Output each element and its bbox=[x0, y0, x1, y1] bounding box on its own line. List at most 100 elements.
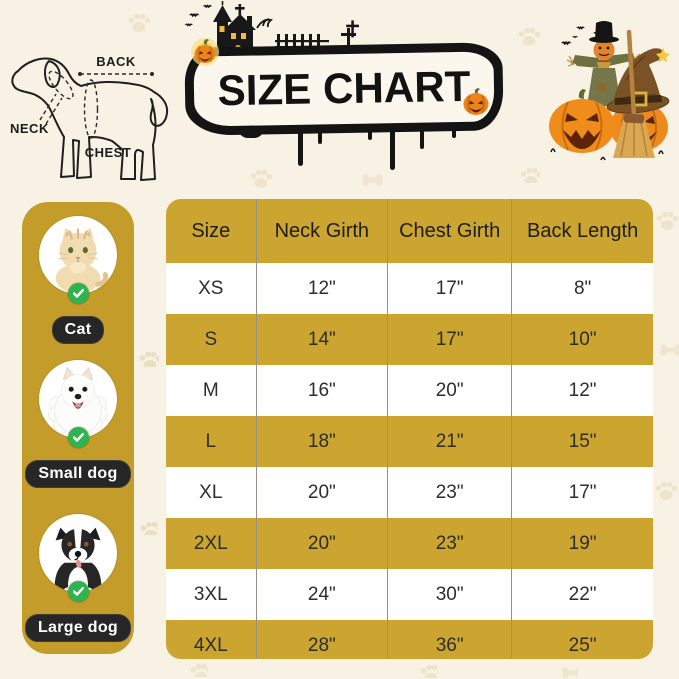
paw-print-icon bbox=[420, 664, 438, 678]
size-cell: 17" bbox=[387, 314, 512, 365]
paw-print-icon bbox=[656, 211, 679, 230]
page-title: SIZE CHART bbox=[217, 62, 471, 115]
check-icon bbox=[67, 283, 89, 304]
halloween-pumpkins-scene bbox=[549, 21, 670, 161]
bat-icon bbox=[561, 40, 572, 46]
size-cell: 36" bbox=[387, 620, 512, 659]
bat-icon bbox=[202, 4, 213, 9]
table-row: XL 20" 23" 17" bbox=[166, 467, 653, 518]
size-table: Size Neck Girth Chest Girth Back Length XS 1… bbox=[166, 199, 653, 659]
bone-icon bbox=[362, 174, 383, 186]
table-row: XS 12" 17" 8" bbox=[166, 263, 653, 314]
star-icon bbox=[656, 47, 670, 63]
top-hat-icon bbox=[589, 21, 619, 43]
pet-item-small-dog: Small dog bbox=[22, 360, 134, 488]
paw-print-icon bbox=[139, 351, 159, 367]
ink-drip bbox=[368, 126, 372, 140]
pet-label-small-dog: Small dog bbox=[25, 460, 131, 488]
large-dog-illustration-icon bbox=[54, 527, 102, 592]
ink-drip bbox=[390, 126, 395, 170]
table-row: M 16" 20" 12" bbox=[166, 365, 653, 416]
bone-icon bbox=[562, 667, 578, 678]
pet-label-cat: Cat bbox=[51, 316, 105, 344]
size-table-head-row: Size Neck Girth Chest Girth Back Length bbox=[166, 199, 653, 263]
ink-drip bbox=[420, 127, 424, 149]
column-header: Size bbox=[166, 199, 257, 263]
title-frame: SIZE CHART bbox=[184, 42, 504, 136]
back-line-endpoint bbox=[150, 72, 154, 76]
size-cell: 17" bbox=[511, 467, 653, 518]
bone-icon bbox=[660, 344, 679, 356]
paw-print-icon bbox=[128, 13, 151, 32]
size-cell: 20" bbox=[387, 365, 512, 416]
size-table-element: Size Neck Girth Chest Girth Back Length XS 1… bbox=[166, 199, 653, 659]
chest-label: CHEST bbox=[85, 145, 132, 160]
check-icon bbox=[67, 581, 89, 602]
size-cell: 14" bbox=[255, 314, 388, 365]
paw-print-icon bbox=[190, 663, 208, 677]
size-cell: 21" bbox=[387, 416, 512, 467]
jack-o-lantern-icon bbox=[549, 89, 615, 153]
size-cell: S bbox=[166, 314, 257, 365]
bat-icon bbox=[572, 35, 578, 39]
size-cell: 16" bbox=[255, 365, 388, 416]
size-cell: XS bbox=[166, 263, 257, 314]
broom-icon bbox=[613, 29, 655, 158]
pet-item-cat: Cat bbox=[22, 216, 134, 344]
size-cell: 8" bbox=[511, 263, 653, 314]
size-cell: 20" bbox=[255, 518, 388, 569]
pet-item-large-dog: Large dog bbox=[22, 514, 134, 642]
bat-icon bbox=[189, 12, 200, 18]
measurement-lines bbox=[39, 70, 152, 139]
size-cell: 22" bbox=[511, 569, 653, 620]
back-line-endpoint bbox=[78, 72, 82, 76]
ink-drip bbox=[298, 126, 303, 166]
dog-measurement-diagram: BACK NECK CHEST bbox=[10, 54, 169, 181]
table-row: S 14" 17" 10" bbox=[166, 314, 653, 365]
size-cell: 17" bbox=[387, 263, 512, 314]
column-header: Neck Girth bbox=[255, 199, 388, 263]
neck-label: NECK bbox=[10, 121, 49, 136]
table-row: 2XL 20" 23" 19" bbox=[166, 518, 653, 569]
size-cell: 23" bbox=[387, 518, 512, 569]
paw-print-icon bbox=[655, 481, 678, 500]
size-cell: 19" bbox=[511, 518, 653, 569]
size-cell: 12" bbox=[511, 365, 653, 416]
jack-o-lantern-icon bbox=[191, 38, 219, 66]
paw-print-icon bbox=[250, 169, 273, 188]
witch-hat-icon bbox=[606, 47, 670, 114]
size-cell: 3XL bbox=[166, 569, 257, 620]
size-cell: 2XL bbox=[166, 518, 257, 569]
size-cell: L bbox=[166, 416, 257, 467]
scarecrow-icon bbox=[566, 21, 643, 126]
size-cell: 23" bbox=[387, 467, 512, 518]
ink-drip bbox=[452, 126, 456, 138]
size-cell: 18" bbox=[255, 416, 388, 467]
bat-icon bbox=[184, 22, 193, 27]
size-cell: M bbox=[166, 365, 257, 416]
table-row: 3XL 24" 30" 22" bbox=[166, 569, 653, 620]
table-row: L 18" 21" 15" bbox=[166, 416, 653, 467]
large-dog-photo bbox=[39, 514, 117, 592]
size-cell: 4XL bbox=[166, 620, 257, 659]
bat-icon bbox=[576, 25, 585, 30]
dog-outline-icon bbox=[11, 57, 169, 181]
ink-drip bbox=[318, 128, 322, 144]
size-cell: 12" bbox=[255, 263, 388, 314]
column-header: Back Length bbox=[511, 199, 653, 263]
size-cell: 28" bbox=[255, 620, 388, 659]
size-cell: 25" bbox=[511, 620, 653, 659]
table-row: 4XL 28" 36" 25" bbox=[166, 620, 653, 659]
grass-icon bbox=[550, 148, 664, 161]
pet-label-large-dog: Large dog bbox=[24, 614, 132, 642]
size-cell: XL bbox=[166, 467, 257, 518]
size-cell: 15" bbox=[511, 416, 653, 467]
size-cell: 20" bbox=[255, 467, 388, 518]
column-header: Chest Girth bbox=[387, 199, 512, 263]
check-icon bbox=[67, 427, 89, 448]
back-label: BACK bbox=[96, 54, 136, 69]
title-frame-inner: SIZE CHART bbox=[193, 51, 495, 127]
jack-o-lantern-icon bbox=[463, 88, 489, 115]
size-table-body: XS 12" 17" 8" S 14" 17" 10" M 16" 20" 12" L 18" 21" 15"… bbox=[166, 263, 653, 659]
